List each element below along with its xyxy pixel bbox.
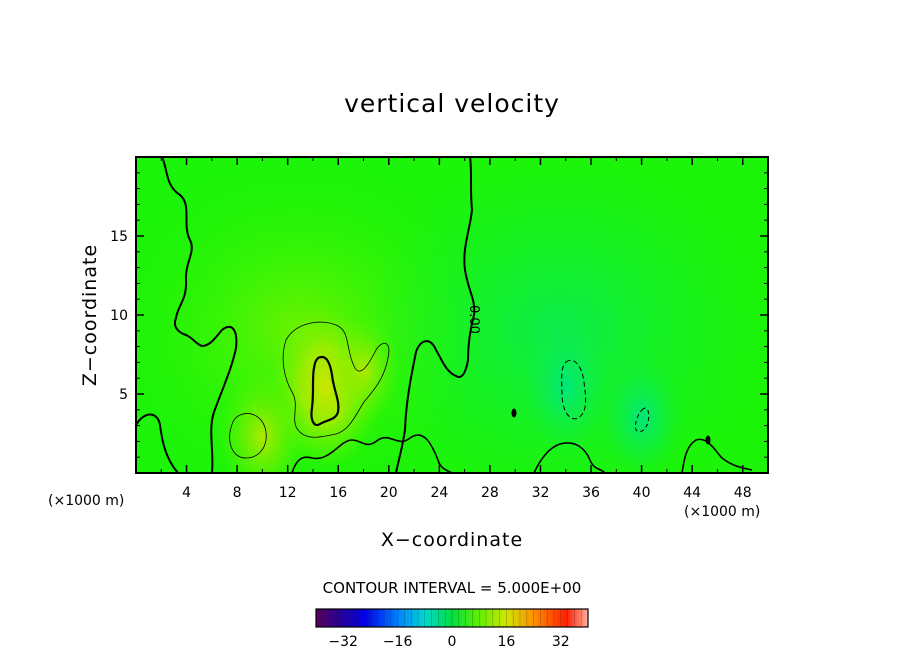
x-tick-label: 8 — [233, 485, 242, 501]
zero-contour-right — [681, 438, 753, 473]
updraft-core-contour — [310, 355, 340, 427]
x-tick-label: 32 — [532, 485, 550, 501]
colorbar-tick-label: −32 — [328, 634, 358, 650]
updraft-low-contour — [229, 413, 267, 459]
x-tick-label: 4 — [182, 485, 191, 501]
field-downdraft-3 — [521, 320, 610, 453]
colorbar-tick-label: −16 — [383, 634, 413, 650]
x-axis-label: X−coordinate — [381, 529, 523, 551]
x-tick-label: 28 — [481, 485, 499, 501]
zero-contour-bottom — [291, 434, 453, 473]
colorbar: −32 −16 0 16 32 — [315, 608, 589, 650]
contour-interval-text: CONTOUR INTERVAL = 5.000E+00 — [323, 579, 582, 597]
y-tick-label: 5 — [119, 387, 128, 403]
colorbar-frame — [315, 608, 589, 628]
colorbar-tick-label: 0 — [448, 634, 457, 650]
x-tick-label: 20 — [380, 485, 398, 501]
x-tick-label: 36 — [582, 485, 600, 501]
contour-label: 0.00 — [466, 305, 481, 334]
field-downdraft-4 — [601, 357, 682, 473]
x-unit-left: (×1000 m) — [48, 493, 124, 509]
x-tick-label: 40 — [633, 485, 651, 501]
x-tick-label: 48 — [734, 485, 752, 501]
zero-contour-left — [161, 157, 238, 473]
x-tick-label: 44 — [683, 485, 701, 501]
x-tick-label: 24 — [430, 485, 448, 501]
colorbar-tick-label: 32 — [552, 634, 570, 650]
small-contour-2 — [705, 435, 711, 445]
plot-area — [136, 157, 768, 473]
field-updraft-2 — [327, 316, 400, 425]
y-tick-label: 15 — [110, 229, 128, 245]
downdraft-contour-2 — [635, 407, 650, 433]
zero-contour-mid — [395, 157, 476, 473]
x-unit-right: (×1000 m) — [684, 504, 760, 520]
downdraft-contour-1 — [561, 359, 587, 420]
colorbar-tick-label: 16 — [497, 634, 515, 650]
x-tick-label: 12 — [279, 485, 297, 501]
y-tick-label: 10 — [110, 308, 128, 324]
y-axis-label: Z−coordinate — [79, 244, 101, 386]
small-contour-1 — [511, 408, 517, 418]
zero-contour-bl — [136, 413, 179, 473]
zero-contour-bottom-right — [533, 442, 606, 473]
updraft-5-contour — [282, 321, 390, 438]
chart-title: vertical velocity — [344, 89, 560, 118]
contour-lines — [136, 157, 753, 473]
x-tick-label: 16 — [329, 485, 347, 501]
field-updraft-1 — [218, 370, 307, 473]
